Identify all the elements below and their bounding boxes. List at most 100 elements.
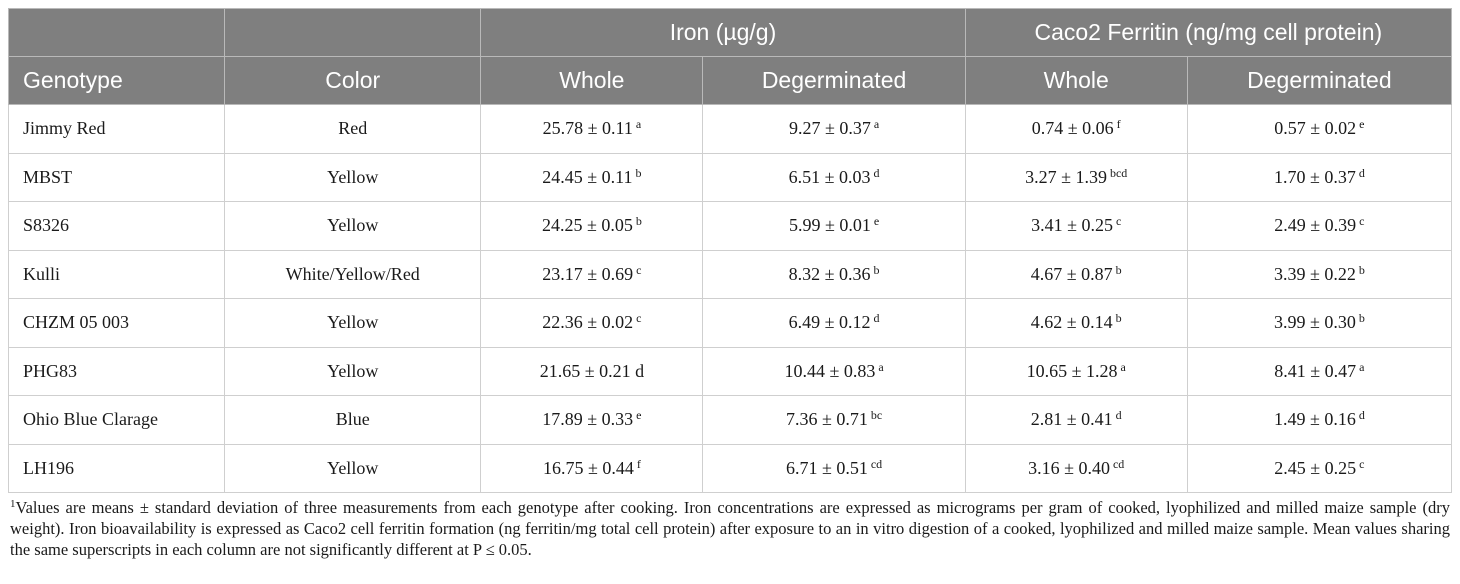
cell-iron-degerminated-value: 5.99 ± 0.01 xyxy=(788,215,871,236)
significance-superscript: bc xyxy=(870,408,883,423)
cell-genotype: CHZM 05 003 xyxy=(7,298,226,348)
header-color: Color xyxy=(224,56,482,105)
table-row: CHZM 05 003 Yellow 22.36 ± 0.02 c 6.49 ± 0.1… xyxy=(7,298,1453,348)
cell-iron-degerminated: 6.49 ± 0.12 d xyxy=(702,298,966,348)
cell-iron-degerminated-value: 6.49 ± 0.12 xyxy=(788,312,871,333)
significance-superscript: c xyxy=(636,262,642,277)
cell-iron-whole: 21.65 ± 0.21 d xyxy=(480,346,704,396)
cell-ferritin-degerminated-value: 2.49 ± 0.39 xyxy=(1274,215,1357,236)
cell-ferritin-whole-value: 3.41 ± 0.25 xyxy=(1031,215,1113,236)
footnote-text: Values are means ± standard deviation of… xyxy=(10,498,1450,559)
cell-ferritin-degerminated: 3.99 ± 0.30 b xyxy=(1186,298,1453,348)
significance-superscript: d xyxy=(1358,408,1365,423)
cell-genotype: PHG83 xyxy=(7,346,226,396)
significance-superscript: b xyxy=(635,165,642,180)
cell-iron-degerminated: 7.36 ± 0.71 bc xyxy=(702,395,966,445)
cell-genotype-value: S8326 xyxy=(23,215,70,236)
significance-superscript: b xyxy=(1115,262,1122,277)
cell-ferritin-degerminated-value: 8.41 ± 0.47 xyxy=(1274,360,1357,381)
cell-iron-whole-value: 21.65 ± 0.21 d xyxy=(539,360,645,381)
cell-ferritin-degerminated-value: 2.45 ± 0.25 xyxy=(1274,457,1357,478)
cell-ferritin-degerminated: 1.70 ± 0.37 d xyxy=(1186,152,1453,202)
significance-superscript: c xyxy=(1359,456,1365,471)
cell-color-value: Red xyxy=(338,118,368,139)
cell-ferritin-whole: 4.62 ± 0.14 b xyxy=(964,298,1188,348)
cell-ferritin-whole-value: 0.74 ± 0.06 xyxy=(1031,118,1114,139)
cell-iron-whole: 23.17 ± 0.69 c xyxy=(480,249,704,299)
significance-superscript: d xyxy=(1115,408,1122,423)
significance-superscript: d xyxy=(1358,165,1365,180)
table-footnote: 1Values are means ± standard deviation o… xyxy=(8,497,1450,560)
cell-ferritin-whole-value: 2.81 ± 0.41 xyxy=(1030,409,1113,430)
header-iron-degerminated: Degerminated xyxy=(702,56,966,105)
header-column-row: Genotype Color Whole Degerminated Whole … xyxy=(7,56,1453,105)
significance-superscript: cd xyxy=(1112,456,1125,471)
significance-superscript: b xyxy=(635,214,642,229)
cell-iron-whole: 24.25 ± 0.05 b xyxy=(480,201,704,251)
table-row: S8326 Yellow 24.25 ± 0.05 b 5.99 ± 0.01 e 3.41… xyxy=(7,201,1453,251)
significance-superscript: b xyxy=(1358,262,1365,277)
header-group-iron: Iron (µg/g) xyxy=(480,8,966,57)
cell-ferritin-degerminated: 2.49 ± 0.39 c xyxy=(1186,201,1453,251)
table-body: Jimmy Red Red 25.78 ± 0.11 a 9.27 ± 0.37 a 0.7… xyxy=(7,104,1453,493)
cell-iron-degerminated: 9.27 ± 0.37 a xyxy=(702,104,966,154)
cell-ferritin-whole: 4.67 ± 0.87 b xyxy=(964,249,1188,299)
cell-ferritin-whole-value: 10.65 ± 1.28 xyxy=(1026,360,1118,381)
cell-iron-whole-value: 24.25 ± 0.05 xyxy=(541,215,633,236)
significance-superscript: e xyxy=(636,408,642,423)
cell-iron-degerminated-value: 10.44 ± 0.83 xyxy=(784,360,876,381)
cell-genotype: Jimmy Red xyxy=(7,104,226,154)
significance-superscript: b xyxy=(1358,311,1365,326)
footnote-marker: 1 xyxy=(10,498,16,510)
cell-ferritin-degerminated: 0.57 ± 0.02 e xyxy=(1186,104,1453,154)
cell-color-value: Yellow xyxy=(327,166,379,187)
cell-iron-degerminated: 5.99 ± 0.01 e xyxy=(702,201,966,251)
cell-genotype: MBST xyxy=(7,152,226,202)
significance-superscript: e xyxy=(1359,117,1365,132)
significance-superscript: f xyxy=(636,456,641,471)
cell-iron-whole: 22.36 ± 0.02 c xyxy=(480,298,704,348)
significance-superscript: d xyxy=(873,311,880,326)
significance-superscript: c xyxy=(636,311,642,326)
cell-iron-whole-value: 25.78 ± 0.11 xyxy=(542,118,633,139)
cell-color: Yellow xyxy=(224,152,482,202)
cell-iron-degerminated: 10.44 ± 0.83 a xyxy=(702,346,966,396)
cell-ferritin-whole: 2.81 ± 0.41 d xyxy=(964,395,1188,445)
cell-color: White/Yellow/Red xyxy=(224,249,482,299)
significance-superscript: c xyxy=(1359,214,1365,229)
significance-superscript: a xyxy=(635,117,642,132)
cell-iron-degerminated-value: 7.36 ± 0.71 xyxy=(785,409,868,430)
significance-superscript: d xyxy=(873,165,880,180)
cell-iron-degerminated-value: 6.71 ± 0.51 xyxy=(785,457,868,478)
cell-ferritin-degerminated: 3.39 ± 0.22 b xyxy=(1186,249,1453,299)
cell-genotype-value: MBST xyxy=(23,166,73,187)
significance-superscript: b xyxy=(873,262,880,277)
cell-color: Yellow xyxy=(224,346,482,396)
cell-color-value: Yellow xyxy=(327,215,379,236)
cell-ferritin-degerminated-value: 1.70 ± 0.37 xyxy=(1273,166,1356,187)
cell-ferritin-whole: 10.65 ± 1.28 a xyxy=(964,346,1188,396)
cell-iron-whole-value: 24.45 ± 0.11 xyxy=(542,166,633,187)
cell-ferritin-whole-value: 4.67 ± 0.87 xyxy=(1030,263,1113,284)
cell-ferritin-whole-value: 3.16 ± 0.40 xyxy=(1028,457,1110,478)
cell-iron-degerminated: 6.71 ± 0.51 cd xyxy=(702,443,966,493)
table-row: PHG83 Yellow 21.65 ± 0.21 d 10.44 ± 0.83 a 10… xyxy=(7,346,1453,396)
significance-superscript: bcd xyxy=(1109,165,1128,180)
cell-ferritin-whole: 3.16 ± 0.40 cd xyxy=(964,443,1188,493)
data-table: Iron (µg/g) Caco2 Ferritin (ng/mg cell p… xyxy=(7,8,1453,493)
cell-genotype-value: PHG83 xyxy=(23,360,78,381)
significance-superscript: e xyxy=(873,214,880,229)
cell-genotype-value: Kulli xyxy=(23,263,61,284)
cell-iron-whole-value: 22.36 ± 0.02 xyxy=(542,312,634,333)
cell-ferritin-whole-value: 3.27 ± 1.39 xyxy=(1025,166,1107,187)
cell-ferritin-whole: 0.74 ± 0.06 f xyxy=(964,104,1188,154)
cell-color: Yellow xyxy=(224,201,482,251)
significance-superscript: cd xyxy=(870,456,883,471)
cell-iron-whole: 17.89 ± 0.33 e xyxy=(480,395,704,445)
cell-iron-degerminated: 8.32 ± 0.36 b xyxy=(702,249,966,299)
cell-ferritin-degerminated: 2.45 ± 0.25 c xyxy=(1186,443,1453,493)
cell-iron-whole: 25.78 ± 0.11 a xyxy=(480,104,704,154)
cell-iron-whole: 24.45 ± 0.11 b xyxy=(480,152,704,202)
header-ferritin-degerminated: Degerminated xyxy=(1186,56,1453,105)
cell-color-value: White/Yellow/Red xyxy=(285,263,420,284)
